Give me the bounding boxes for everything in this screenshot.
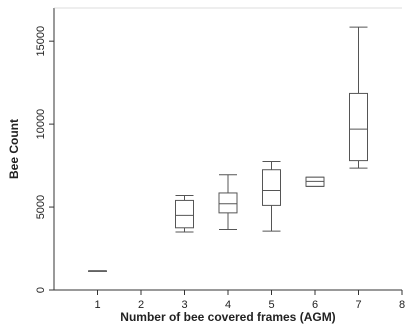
box-series (88, 26, 368, 272)
y-axis-ticks: 0 5000 10000 15000 (35, 26, 54, 293)
x-tick-label: 4 (225, 299, 231, 311)
x-tick-label: 6 (312, 299, 318, 311)
y-tick-label: 10000 (35, 109, 47, 140)
x-tick-label: 2 (138, 299, 144, 311)
x-tick-label: 8 (399, 299, 405, 311)
box-5 (262, 160, 281, 232)
x-tick-label: 3 (181, 299, 187, 311)
box-1 (88, 270, 107, 272)
y-axis-label: Bee Count (7, 119, 21, 179)
box-7 (349, 26, 368, 169)
x-axis-ticks: 1 2 3 4 5 6 7 8 (94, 290, 405, 311)
y-tick-label: 5000 (35, 195, 47, 219)
x-axis-label: Number of bee covered frames (AGM) (120, 310, 335, 324)
iqr-box (349, 92, 368, 162)
x-tick-label: 5 (268, 299, 274, 311)
y-tick-label: 15000 (35, 26, 47, 57)
iqr-box (218, 192, 238, 214)
box-6 (305, 176, 325, 187)
x-tick-label: 7 (355, 299, 361, 311)
y-tick-label: 0 (35, 287, 47, 293)
x-tick-label: 1 (94, 299, 100, 311)
iqr-box (262, 169, 281, 206)
box-3 (175, 194, 194, 233)
box-4 (218, 174, 238, 230)
iqr-box (175, 199, 194, 229)
